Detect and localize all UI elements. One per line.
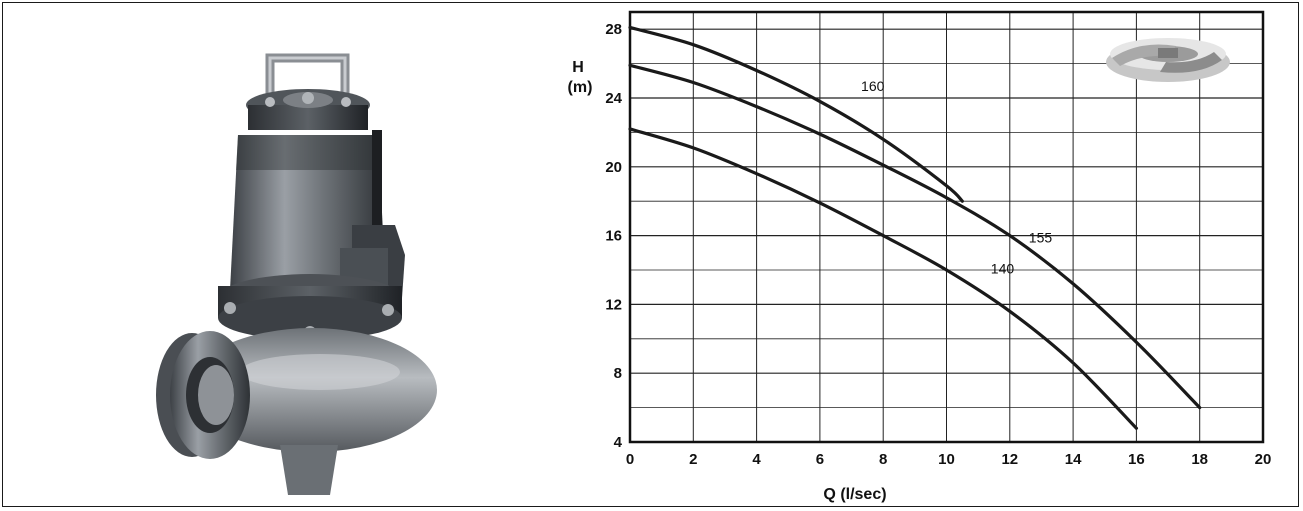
chart-curves: 160 155 140 (628, 25, 1202, 430)
submersible-pump-image (156, 53, 437, 495)
plot-border (628, 10, 1265, 444)
x-tick-label: 20 (1255, 451, 1272, 468)
y-tick-label: 12 (605, 296, 622, 313)
y-axis-label-line1: H (572, 59, 584, 76)
x-tick-label: 16 (1128, 451, 1145, 468)
impeller-image (1106, 38, 1230, 82)
y-tick-label: 20 (605, 159, 622, 176)
curve-140 (628, 127, 1138, 430)
y-tick-label: 28 (605, 21, 622, 38)
x-axis-label: Q (l/sec) (823, 486, 886, 503)
y-tick-label: 4 (614, 434, 623, 451)
x-tick-label: 18 (1191, 451, 1208, 468)
y-tick-label: 16 (605, 228, 622, 245)
curve-label-140: 140 (991, 260, 1015, 276)
curve-160 (628, 25, 964, 203)
x-tick-label: 2 (689, 451, 697, 468)
curve-label-160: 160 (861, 78, 885, 94)
curve-155 (628, 63, 1202, 410)
x-tick-label: 8 (879, 451, 887, 468)
chart-grid (628, 10, 1265, 444)
y-axis-label-line2: (m) (568, 79, 593, 96)
x-tick-label: 4 (752, 451, 761, 468)
x-tick-label: 14 (1065, 451, 1082, 468)
x-tick-label: 6 (816, 451, 824, 468)
y-tick-label: 8 (614, 365, 622, 382)
curve-label-155: 155 (1029, 229, 1053, 245)
x-tick-label: 0 (626, 451, 634, 468)
x-tick-label: 12 (1001, 451, 1018, 468)
y-tick-label: 24 (605, 90, 622, 107)
x-tick-label: 10 (938, 451, 955, 468)
